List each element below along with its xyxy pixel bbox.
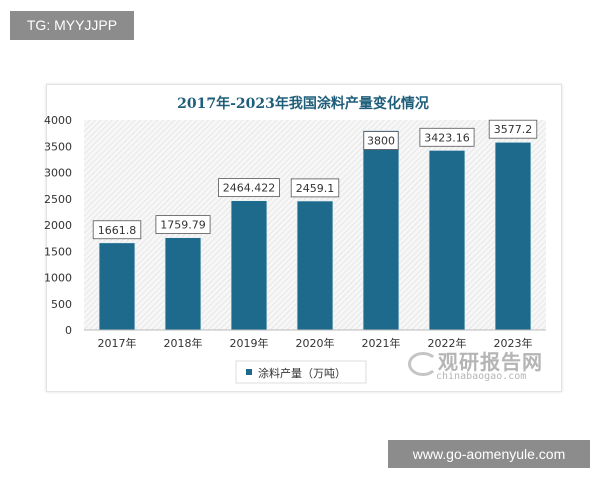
bar xyxy=(296,200,334,331)
data-label: 2464.422 xyxy=(223,182,276,195)
watermark: 观研报告网 chinabaogao.com xyxy=(408,346,553,386)
y-tick-label: 3500 xyxy=(44,140,72,153)
y-tick-label: 2000 xyxy=(44,219,72,232)
watermark-cn: 观研报告网 xyxy=(438,350,543,374)
bar xyxy=(362,130,400,331)
site-label: www.go-aomenyule.com xyxy=(388,440,590,468)
bar xyxy=(494,141,532,331)
x-tick-label: 2021年 xyxy=(362,336,401,350)
y-tick-label: 1000 xyxy=(44,272,72,285)
y-tick-label: 1500 xyxy=(44,245,72,258)
data-label: 1661.8 xyxy=(98,224,137,237)
data-label-box xyxy=(155,215,211,235)
legend-swatch xyxy=(246,369,252,375)
tg-label: TG: MYYJJPP xyxy=(10,11,134,40)
x-tick-label: 2022年 xyxy=(428,336,467,350)
y-tick-label: 2500 xyxy=(44,193,72,206)
data-label-box xyxy=(363,131,399,150)
data-label-box xyxy=(290,178,340,198)
x-tick-label: 2018年 xyxy=(164,336,203,350)
data-label: 3800 xyxy=(367,135,395,148)
y-tick-label: 0 xyxy=(65,324,72,337)
y-tick-label: 3000 xyxy=(44,167,72,180)
data-label-box xyxy=(488,119,538,139)
data-label: 2459.1 xyxy=(296,182,335,195)
bar xyxy=(428,149,466,331)
bar xyxy=(164,237,202,331)
data-label: 3423.16 xyxy=(424,131,470,144)
data-label: 1759.79 xyxy=(160,219,206,232)
chart-title: 2017年-2023年我国涂料产量变化情况 xyxy=(177,95,429,112)
data-label-box xyxy=(419,127,475,147)
x-tick-label: 2020年 xyxy=(296,336,335,350)
legend-label: 涂料产量（万吨） xyxy=(258,366,346,380)
data-label: 3577.2 xyxy=(494,123,533,136)
data-label-box xyxy=(92,220,142,240)
data-label-box xyxy=(218,178,280,198)
x-tick-label: 2019年 xyxy=(230,336,269,350)
watermark-en: chinabaogao.com xyxy=(436,371,527,382)
chinabaogao-logo-icon xyxy=(408,352,438,376)
x-tick-label: 2017年 xyxy=(98,336,137,350)
y-tick-label: 500 xyxy=(51,298,72,311)
bar xyxy=(98,242,136,331)
bar xyxy=(230,200,268,331)
legend-box xyxy=(235,360,367,384)
x-tick-label: 2023年 xyxy=(494,336,533,350)
y-tick-label: 4000 xyxy=(44,114,72,127)
